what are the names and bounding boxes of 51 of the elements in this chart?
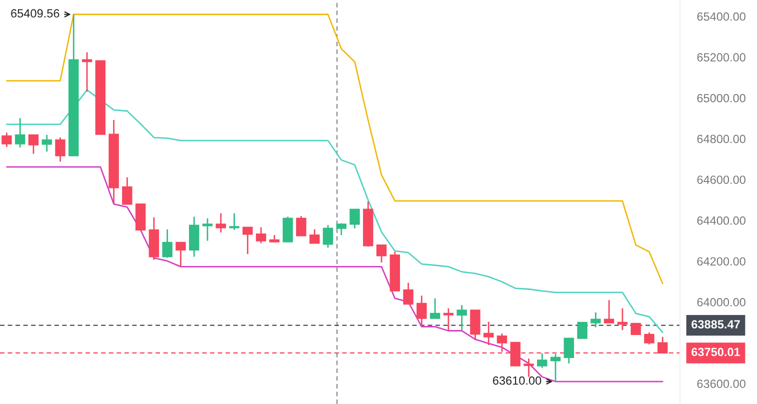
y-tick-label: 65000.00 (697, 94, 746, 102)
candlestick (590, 312, 601, 328)
candlestick (470, 309, 480, 341)
candlestick (256, 226, 266, 244)
candlestick (242, 226, 253, 255)
candlestick (122, 176, 132, 205)
candlestick (443, 308, 454, 331)
y-tick-label: 63600.00 (697, 380, 746, 388)
y-tick-label: 64200.00 (697, 257, 746, 266)
annotation: 63610.00 (492, 376, 542, 385)
candlestick (202, 218, 213, 242)
candlestick (604, 299, 614, 324)
candlestick (537, 352, 548, 369)
y-tick-label: 64600.00 (697, 176, 746, 184)
candlestick (162, 228, 172, 258)
y-tick-label: 64800.00 (697, 134, 746, 144)
candlestick (430, 298, 440, 319)
candlestick (524, 358, 534, 378)
candlestick (309, 228, 320, 244)
y-tick-label: 65200.00 (697, 53, 746, 62)
candlestick (564, 338, 574, 364)
candlestick (28, 134, 39, 155)
ref-line-label: 63750.01 (692, 348, 740, 356)
y-tick-label: 65400.00 (697, 12, 746, 21)
candlestick (350, 208, 360, 230)
candlestick (282, 216, 293, 242)
candlestick (55, 136, 66, 162)
candlestick (176, 242, 186, 268)
candlestick (14, 117, 26, 148)
candlestick (403, 282, 414, 305)
candlestick (630, 322, 641, 335)
y-tick-label: 64000.00 (697, 298, 746, 306)
candlestick (216, 212, 226, 234)
candlestick (82, 52, 92, 92)
candlestick (296, 215, 306, 236)
candlestick (322, 224, 334, 248)
candlestick (229, 212, 240, 231)
ref-line-label: 63885.47 (692, 320, 740, 329)
line-series (6, 89, 664, 334)
candlestick (483, 321, 494, 346)
candlestick (42, 134, 52, 152)
y-tick-label: 64400.00 (697, 216, 746, 225)
candlestick (2, 132, 12, 148)
candlestick (644, 332, 654, 346)
candlestick (336, 222, 346, 236)
candlestick (577, 322, 588, 339)
candlestick (416, 294, 427, 328)
annotation: 65409.56 (11, 9, 60, 18)
candlestick (376, 244, 387, 264)
candlestick (456, 304, 467, 331)
candlestick (617, 308, 628, 331)
